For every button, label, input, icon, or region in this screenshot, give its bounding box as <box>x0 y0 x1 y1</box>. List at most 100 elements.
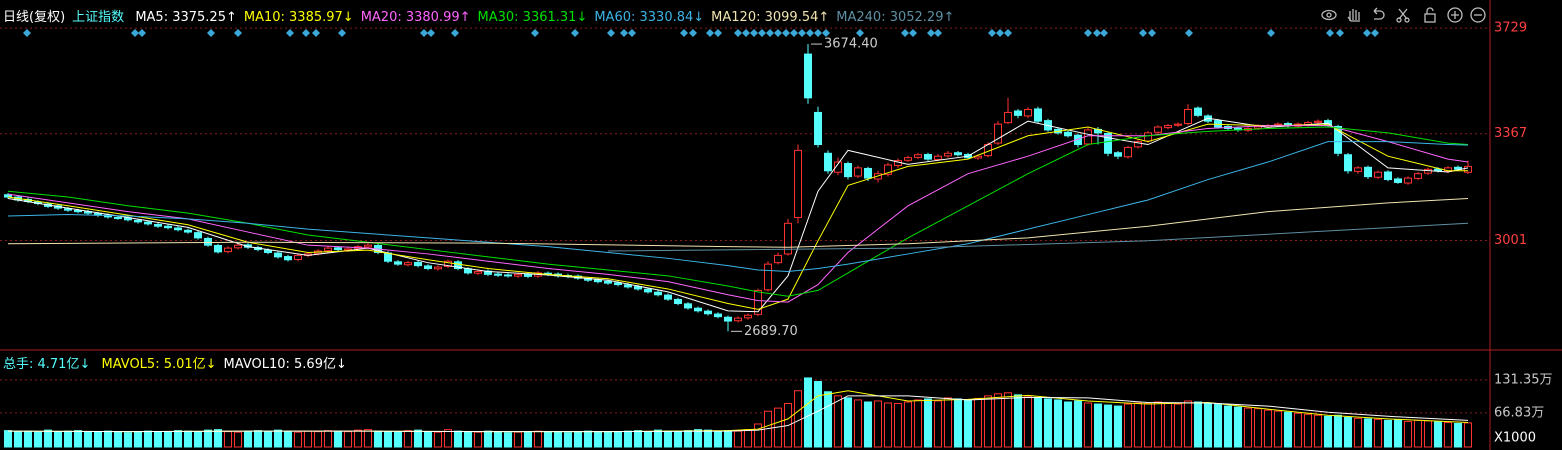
volume-bar <box>1324 415 1332 448</box>
volume-bar <box>114 431 122 448</box>
volume-bar <box>1204 402 1212 448</box>
volume-bar <box>424 431 432 448</box>
hand-icon[interactable] <box>1347 9 1360 22</box>
event-marker <box>207 29 215 37</box>
volume-bar <box>704 429 712 448</box>
candle-body <box>274 252 282 258</box>
volume-bar <box>794 390 802 448</box>
volume-bar <box>1314 414 1322 448</box>
zoom-in-icon[interactable] <box>1447 7 1463 23</box>
candle-body <box>114 216 122 219</box>
candle-body <box>1164 125 1172 129</box>
event-marker <box>286 29 294 37</box>
toolbar[interactable] <box>1321 7 1486 23</box>
event-marker <box>814 29 822 37</box>
event-marker <box>742 29 750 37</box>
volume-bar <box>554 431 562 448</box>
candle-body <box>1034 108 1042 122</box>
volume-bar <box>214 429 222 448</box>
volume-bar <box>124 432 132 448</box>
zoom-out-icon[interactable] <box>1470 7 1486 23</box>
candle-body <box>194 232 202 239</box>
event-marker <box>750 29 758 37</box>
candle-body <box>424 265 432 270</box>
lock-shackle <box>1426 7 1434 14</box>
lock-icon[interactable] <box>1424 13 1436 23</box>
candle-body <box>844 162 852 178</box>
volume-bar <box>1274 410 1282 448</box>
scissors-icon[interactable] <box>1398 8 1408 20</box>
candle-body <box>814 111 822 146</box>
candle-body <box>464 268 472 274</box>
volume-bar <box>1154 401 1162 448</box>
volume-bar <box>104 430 112 448</box>
candle-body <box>674 298 682 305</box>
event-marker <box>996 29 1004 37</box>
volume-bar <box>204 429 212 448</box>
volume-bar <box>344 431 352 448</box>
eye-icon[interactable] <box>1321 9 1337 21</box>
event-marker <box>1093 29 1101 37</box>
volume-bar <box>64 430 72 448</box>
volume-bar <box>1244 407 1252 448</box>
volume-bar <box>864 401 872 448</box>
candle-body <box>634 286 642 290</box>
legend-entry: MA30: 3361.31↓ <box>477 10 588 25</box>
candle-body <box>184 229 192 233</box>
volume-bar <box>354 429 362 448</box>
event-marker <box>856 29 864 37</box>
candle-body <box>1064 131 1072 137</box>
candle-body <box>754 289 762 315</box>
legend-entry: MAVOL5: 5.01亿↓ <box>101 357 217 372</box>
volume-bar <box>1134 402 1142 448</box>
candle-body <box>924 153 932 160</box>
volume-bar <box>804 377 812 448</box>
volume-bar <box>504 432 512 448</box>
volume-bar <box>994 393 1002 448</box>
event-marker <box>988 29 996 37</box>
volume-bar <box>434 431 442 448</box>
volume-bar <box>1064 401 1072 448</box>
candle-body <box>1364 166 1372 178</box>
y-tick-label: 3001 <box>1494 233 1527 248</box>
volume-bar <box>164 431 172 448</box>
y-tick-label: 131.35万 <box>1494 372 1553 387</box>
volume-bar <box>224 431 232 448</box>
candle-body <box>1144 132 1152 142</box>
volume-bar <box>534 430 542 448</box>
volume-bar <box>724 430 732 448</box>
volume-bar <box>334 430 342 448</box>
candle-body <box>224 247 232 253</box>
volume-bar <box>884 402 892 448</box>
volume-bar <box>744 429 752 448</box>
event-marker <box>782 29 790 37</box>
y-tick-label: 3729 <box>1494 21 1527 36</box>
candle-body <box>764 263 772 291</box>
volume-bar <box>564 432 572 448</box>
volume-bar <box>614 431 622 448</box>
candle-body <box>364 244 372 248</box>
volume-bar <box>1234 406 1242 448</box>
volume-bar <box>144 430 152 448</box>
event-marker <box>714 29 722 37</box>
event-marker <box>1371 29 1379 37</box>
candle-body <box>234 244 242 249</box>
event-marker <box>620 29 628 37</box>
event-marker <box>1084 29 1092 37</box>
volume-bar <box>1014 394 1022 448</box>
volume-bar <box>584 430 592 448</box>
price-header: 日线(复权) 上证指数 MA5: 3375.25↑ MA10: 3385.97↓ MA… <box>3 6 961 25</box>
event-marker <box>1004 29 1012 37</box>
candle-body <box>1354 167 1362 172</box>
candle-body <box>514 273 522 277</box>
event-marker <box>1139 29 1147 37</box>
undo-icon[interactable] <box>1373 7 1385 20</box>
volume-bar <box>1304 413 1312 448</box>
volume-bar <box>1284 411 1292 448</box>
volume-bar <box>904 401 912 448</box>
candle-body <box>724 316 732 322</box>
ma-line <box>7 395 1469 433</box>
candle-body <box>1004 111 1012 124</box>
candle-body <box>1174 123 1182 126</box>
